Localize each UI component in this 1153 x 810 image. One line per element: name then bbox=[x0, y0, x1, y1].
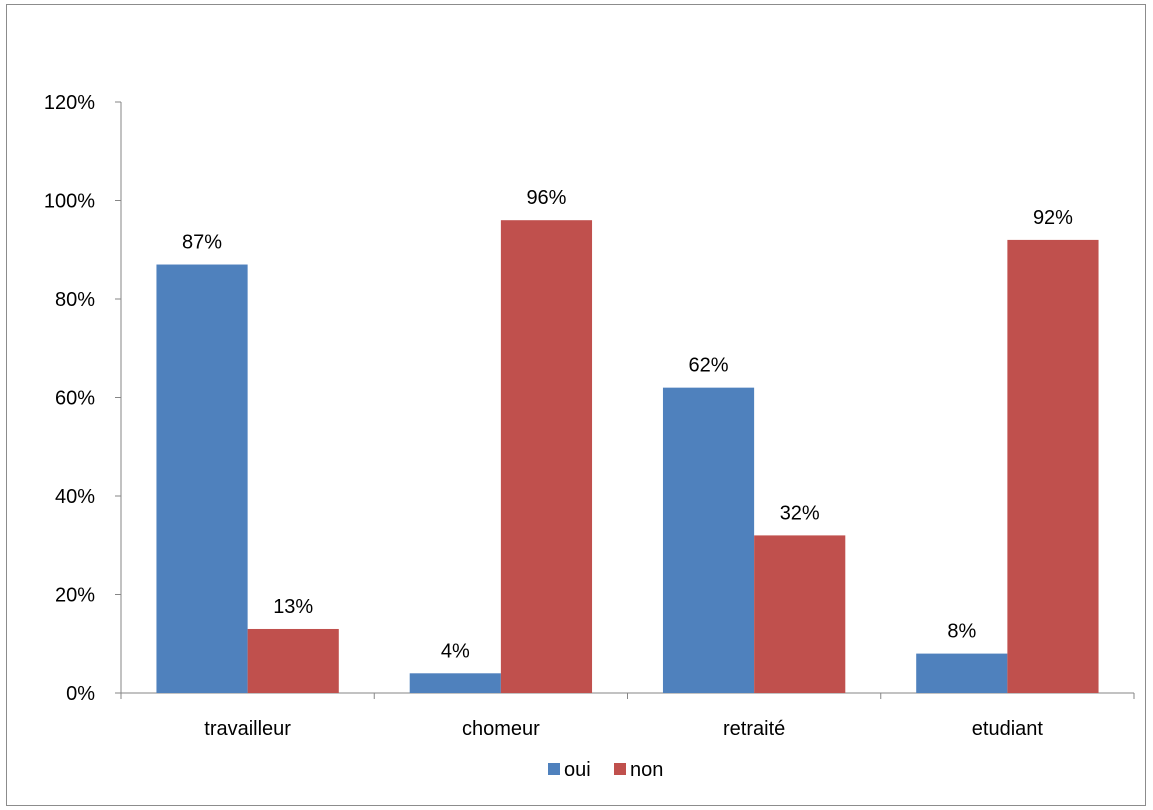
data-label: 62% bbox=[689, 355, 729, 377]
x-tick-label: etudiant bbox=[972, 718, 1044, 740]
x-axis: travailleur chomeur retraité etudiant bbox=[120, 692, 1135, 740]
y-tick-label: 60% bbox=[55, 388, 95, 410]
data-label: 92% bbox=[1033, 207, 1073, 229]
y-axis: 0% 20% 40% 60% 80% 100% 120% bbox=[44, 92, 122, 705]
data-labels: 87% 13% 4% 96% 62% 32% 8% 92% bbox=[182, 187, 1073, 662]
data-label: 13% bbox=[273, 596, 313, 618]
y-tick-label: 20% bbox=[55, 585, 95, 607]
data-label: 87% bbox=[182, 232, 222, 254]
legend-label: oui bbox=[564, 759, 591, 781]
bar-non-travailleur bbox=[247, 628, 339, 693]
y-tick-label: 40% bbox=[55, 486, 95, 508]
bar-oui-chomeur bbox=[409, 673, 501, 693]
data-label: 4% bbox=[441, 640, 470, 662]
y-tick-label: 100% bbox=[44, 191, 95, 213]
bar-non-etudiant bbox=[1007, 239, 1099, 693]
bar-oui-travailleur bbox=[156, 264, 248, 693]
legend: oui non bbox=[548, 759, 663, 781]
x-tick-label: retraité bbox=[723, 718, 785, 740]
legend-swatch-oui bbox=[548, 763, 560, 775]
y-tick-label: 80% bbox=[55, 289, 95, 311]
bars bbox=[156, 220, 1099, 693]
y-tick-label: 0% bbox=[66, 683, 95, 705]
bar-non-chomeur bbox=[500, 220, 593, 693]
legend-swatch-non bbox=[614, 763, 626, 775]
bar-oui-retraité bbox=[662, 387, 755, 693]
data-label: 8% bbox=[947, 621, 976, 643]
data-label: 96% bbox=[526, 187, 566, 209]
y-tick-label: 120% bbox=[44, 92, 95, 114]
legend-label: non bbox=[630, 759, 663, 781]
x-tick-label: travailleur bbox=[204, 718, 291, 740]
x-tick-label: chomeur bbox=[462, 718, 540, 740]
bar-oui-etudiant bbox=[916, 653, 1008, 693]
bar-non-retraité bbox=[754, 535, 846, 693]
data-label: 32% bbox=[780, 502, 820, 524]
